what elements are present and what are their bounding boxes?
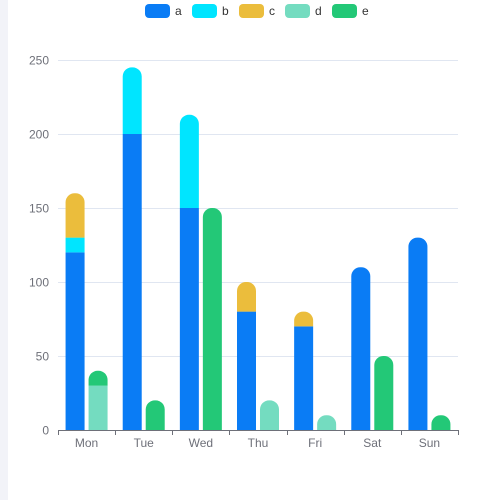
bar-b-wed[interactable] <box>179 114 199 208</box>
bar-d-fri[interactable] <box>317 415 337 430</box>
grid-lines <box>58 60 458 357</box>
bar-c-thu[interactable] <box>237 282 256 312</box>
bar-e-tue[interactable] <box>145 400 165 430</box>
bar-c-mon[interactable] <box>65 193 85 238</box>
legend-swatch-c[interactable] <box>239 4 264 18</box>
bar-e-sun[interactable] <box>431 415 451 430</box>
legend-swatch-e[interactable] <box>332 4 357 18</box>
bar-b-tue[interactable] <box>122 67 142 134</box>
y-tick-label: 50 <box>36 350 50 364</box>
bar-e-wed[interactable] <box>202 208 222 430</box>
bar-a-thu[interactable] <box>237 311 256 430</box>
legend-label-d[interactable]: d <box>315 4 322 18</box>
bar-a-mon[interactable] <box>65 252 85 430</box>
bar-d-thu[interactable] <box>260 400 279 430</box>
x-tick-label: Tue <box>134 436 155 450</box>
x-axis: Mon Tue Wed Thu Fri Sat Sun <box>58 430 459 450</box>
x-tick-label: Sat <box>363 436 382 450</box>
x-tick-label: Sun <box>419 436 440 450</box>
x-tick-label: Wed <box>189 436 213 450</box>
bar-e-sat[interactable] <box>374 356 394 430</box>
x-tick-label: Mon <box>75 436 98 450</box>
bar-c-fri[interactable] <box>294 311 314 327</box>
bar-a-tue[interactable] <box>122 134 142 430</box>
bar-a-fri[interactable] <box>294 326 314 430</box>
x-tick-label: Thu <box>248 436 269 450</box>
y-tick-label: 200 <box>29 128 49 142</box>
side-panel <box>0 0 8 500</box>
y-tick-label: 100 <box>29 276 49 290</box>
bar-b-mon[interactable] <box>65 237 85 253</box>
y-tick-label: 250 <box>29 54 49 68</box>
legend-swatch-d[interactable] <box>285 4 310 18</box>
bar-e-mon[interactable] <box>88 370 108 386</box>
legend-swatch-a[interactable] <box>145 4 170 18</box>
legend: a b c d e <box>145 4 369 18</box>
legend-label-b[interactable]: b <box>222 4 229 18</box>
bars <box>65 67 451 430</box>
bar-a-sat[interactable] <box>351 267 371 430</box>
bar-a-wed[interactable] <box>179 208 199 430</box>
legend-label-c[interactable]: c <box>269 4 275 18</box>
y-axis-ticks: 0 50 100 150 200 250 <box>29 54 49 438</box>
y-tick-label: 150 <box>29 202 49 216</box>
legend-label-e[interactable]: e <box>362 4 369 18</box>
x-tick-label: Fri <box>308 436 322 450</box>
bar-d-mon[interactable] <box>88 385 108 430</box>
legend-swatch-b[interactable] <box>192 4 217 18</box>
legend-label-a[interactable]: a <box>175 4 182 18</box>
y-tick-label: 0 <box>42 424 49 438</box>
bar-a-sun[interactable] <box>408 237 428 430</box>
